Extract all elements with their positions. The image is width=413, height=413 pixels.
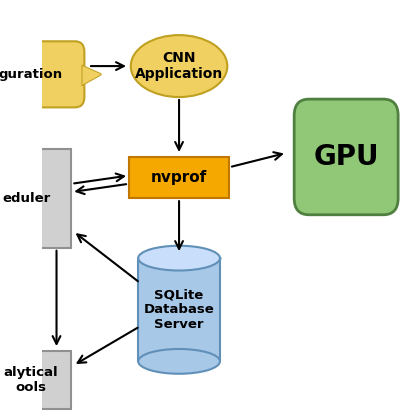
Text: guration: guration bbox=[0, 68, 63, 81]
Polygon shape bbox=[83, 66, 101, 85]
Text: SQLite
Database
Server: SQLite Database Server bbox=[144, 288, 214, 331]
FancyBboxPatch shape bbox=[0, 351, 71, 409]
Polygon shape bbox=[83, 66, 101, 85]
Ellipse shape bbox=[131, 35, 227, 97]
Text: nvprof: nvprof bbox=[151, 170, 207, 185]
FancyBboxPatch shape bbox=[0, 41, 84, 107]
Ellipse shape bbox=[138, 349, 220, 374]
Ellipse shape bbox=[138, 246, 220, 271]
Text: eduler: eduler bbox=[3, 192, 51, 205]
FancyBboxPatch shape bbox=[294, 99, 398, 215]
Text: alytical
ools: alytical ools bbox=[3, 366, 58, 394]
Text: GPU: GPU bbox=[313, 143, 379, 171]
FancyBboxPatch shape bbox=[129, 157, 229, 198]
FancyBboxPatch shape bbox=[138, 258, 220, 361]
Text: CNN
Application: CNN Application bbox=[135, 51, 223, 81]
FancyBboxPatch shape bbox=[0, 149, 71, 248]
